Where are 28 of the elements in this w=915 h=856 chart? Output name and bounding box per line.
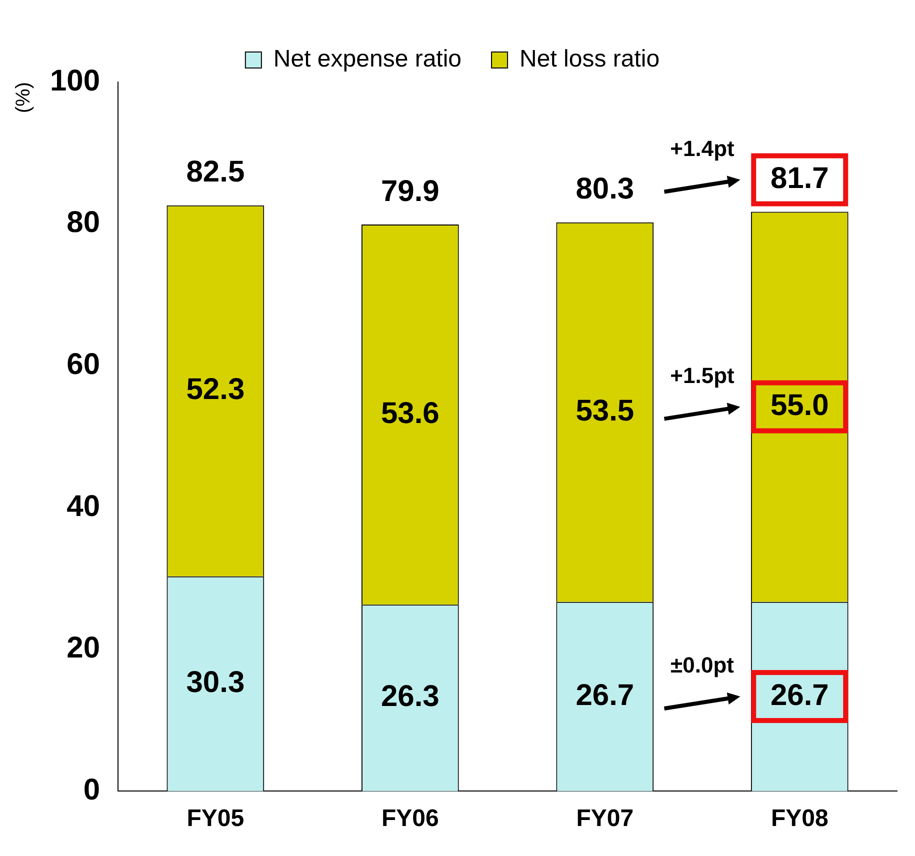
data-label: 53.6 [380,396,440,430]
total-label: 82.5 [186,156,245,189]
y-tick-label: 0 [83,773,100,806]
x-tick-label: FY06 [381,805,439,832]
legend-label: Net expense ratio [273,46,462,73]
y-tick-label: 80 [66,206,100,240]
annotation: ±0.0pt [670,652,735,678]
total-label: 80.3 [576,172,634,206]
data-label: 55.0 [770,389,829,422]
y-tick-label: 40 [66,490,100,523]
data-label: 53.5 [576,394,634,428]
y-tick-label: 20 [66,632,100,665]
x-tick-label: FY08 [770,805,828,832]
x-tick-label: FY05 [186,805,244,832]
data-label: 26.7 [576,678,634,712]
annotation: +1.4pt [670,136,736,161]
y-tick-label: 100 [50,64,100,98]
x-tick-label: FY07 [576,805,634,832]
total-label: 81.7 [770,162,829,196]
data-label: 30.3 [186,666,245,700]
total-label: 79.9 [380,174,440,208]
annotation: +1.5pt [670,362,736,388]
data-label: 52.3 [186,373,245,406]
data-label: 26.7 [770,678,829,712]
data-label: 26.3 [380,680,440,714]
legend-label: Net loss ratio [520,46,660,73]
y-axis-title: (%) [12,82,35,114]
y-tick-label: 60 [66,348,100,381]
